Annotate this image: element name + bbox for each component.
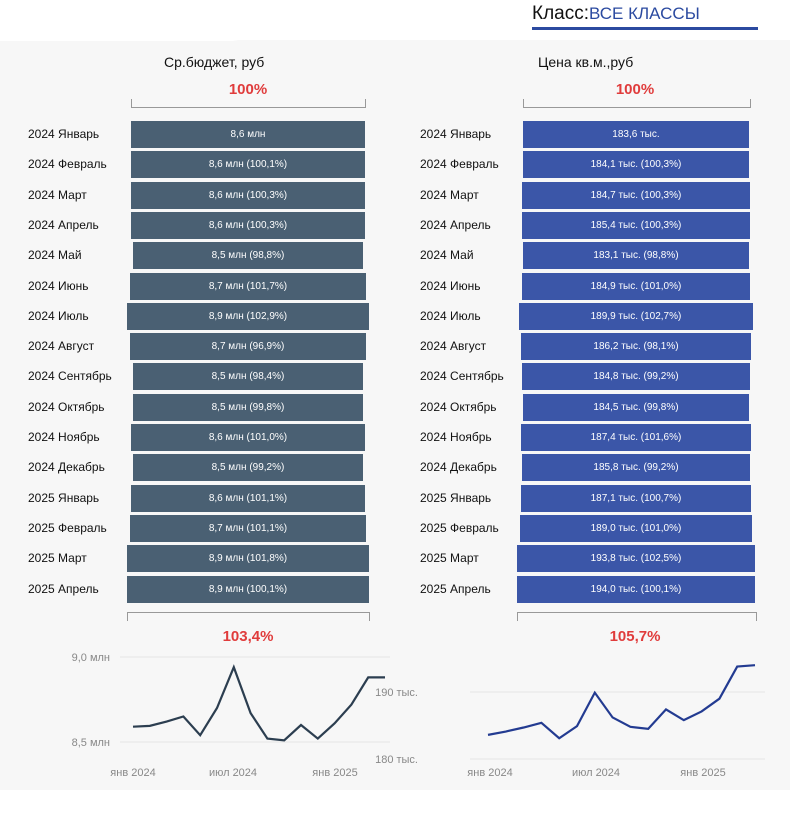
budget-title: Ср.бюджет, руб xyxy=(164,54,265,70)
price-bar[interactable]: 186,2 тыс. (98,1%) xyxy=(521,333,751,361)
price-category-label: 2025 Апрель xyxy=(420,581,491,596)
budget-category-label: 2024 Январь xyxy=(28,127,100,141)
budget-category-label: 2025 Февраль xyxy=(28,520,107,535)
budget-category-label: 2024 Июнь xyxy=(28,278,89,293)
price-category-label: 2024 Декабрь xyxy=(420,460,497,475)
price-category-label: 2024 Март xyxy=(420,187,479,202)
budget-bar[interactable]: 8,5 млн (98,4%) xyxy=(132,363,364,391)
budget-bar[interactable]: 8,5 млн (99,8%) xyxy=(132,393,364,421)
budget-xtick-label: янв 2025 xyxy=(312,767,357,779)
budget-category-label: 2025 Апрель xyxy=(28,581,99,596)
price-xtick-label: янв 2025 xyxy=(680,767,725,779)
budget-bar[interactable]: 8,6 млн (101,0%) xyxy=(131,424,365,451)
class-filter[interactable]: Класс:ВСЕ КЛАССЫ xyxy=(532,3,758,30)
price-category-label: 2024 Апрель xyxy=(420,217,491,232)
header-blank xyxy=(0,5,250,41)
budget-category-label: 2024 Октябрь xyxy=(28,399,105,414)
budget-bar[interactable]: 8,6 млн (101,1%) xyxy=(131,484,365,512)
budget-xtick-label: июл 2024 xyxy=(209,767,257,779)
price-category-label: 2024 Ноябрь xyxy=(420,430,492,444)
price-category-label: 2024 Август xyxy=(420,339,487,354)
budget-category-label: 2024 Декабрь xyxy=(28,460,105,475)
price-bar[interactable]: 184,5 тыс. (99,8%) xyxy=(522,393,750,421)
price-category-label: 2025 Март xyxy=(420,551,479,566)
price-bottom-bracket xyxy=(517,612,757,621)
price-bar[interactable]: 187,4 тыс. (101,6%) xyxy=(520,424,752,451)
budget-bar[interactable]: 8,7 млн (101,1%) xyxy=(130,514,366,542)
budget-category-label: 2024 Июль xyxy=(28,308,89,323)
budget-category-label: 2024 Ноябрь xyxy=(28,430,100,444)
price-category-label: 2024 Январь xyxy=(420,127,492,141)
price-ytick-label: 190 тыс. xyxy=(375,687,418,699)
class-label: Класс: xyxy=(532,3,589,24)
budget-bar[interactable]: 8,7 млн (101,7%) xyxy=(130,272,366,300)
budget-category-label: 2024 Март xyxy=(28,187,87,202)
budget-bar[interactable]: 8,6 млн (100,3%) xyxy=(131,211,365,239)
budget-category-label: 2024 Август xyxy=(28,339,95,354)
price-top-bracket xyxy=(523,99,751,108)
price-bar[interactable]: 184,1 тыс. (100,3%) xyxy=(522,151,750,179)
budget-xtick-label: янв 2024 xyxy=(110,767,155,779)
budget-top-bracket xyxy=(131,99,366,108)
budget-category-label: 2024 Апрель xyxy=(28,217,99,232)
budget-bottom-bracket xyxy=(127,612,370,621)
price-bar[interactable]: 189,0 тыс. (101,0%) xyxy=(519,514,753,542)
price-bottom-pct: 105,7% xyxy=(609,628,661,645)
price-bar[interactable]: 193,8 тыс. (102,5%) xyxy=(516,545,756,573)
budget-ytick-label: 8,5 млн xyxy=(72,737,110,749)
price-bar[interactable]: 184,9 тыс. (101,0%) xyxy=(522,272,750,300)
budget-category-label: 2025 Март xyxy=(28,551,87,566)
price-title: Цена кв.м.,руб xyxy=(538,54,634,70)
price-category-label: 2025 Январь xyxy=(420,490,492,505)
budget-category-label: 2025 Январь xyxy=(28,490,100,505)
budget-bar[interactable]: 8,7 млн (96,9%) xyxy=(130,333,366,361)
budget-bar[interactable]: 8,5 млн (98,8%) xyxy=(132,242,364,270)
price-bar[interactable]: 183,6 тыс. xyxy=(523,121,749,148)
price-bar[interactable]: 185,8 тыс. (99,2%) xyxy=(521,454,751,482)
budget-category-label: 2024 Май xyxy=(28,248,82,263)
price-bar[interactable]: 194,0 тыс. (100,1%) xyxy=(516,575,756,603)
budget-series-line xyxy=(132,664,385,742)
price-category-label: 2024 Май xyxy=(420,248,474,263)
budget-category-label: 2024 Февраль xyxy=(28,157,107,172)
budget-ytick-label: 9,0 млн xyxy=(72,652,110,664)
price-bar[interactable]: 185,4 тыс. (100,3%) xyxy=(521,211,750,239)
price-xtick-label: июл 2024 xyxy=(572,767,620,779)
budget-bar[interactable]: 8,6 млн xyxy=(131,121,365,148)
budget-category-label: 2024 Сентябрь xyxy=(28,369,112,384)
price-bar[interactable]: 189,9 тыс. (102,7%) xyxy=(519,302,753,330)
price-bar[interactable]: 184,7 тыс. (100,3%) xyxy=(522,181,750,209)
price-category-label: 2025 Февраль xyxy=(420,520,499,535)
price-xtick-label: янв 2024 xyxy=(467,767,512,779)
budget-bar[interactable]: 8,5 млн (99,2%) xyxy=(132,454,364,482)
price-ytick-label: 180 тыс. xyxy=(375,754,418,766)
price-bar[interactable]: 187,1 тыс. (100,7%) xyxy=(520,484,752,512)
budget-bar[interactable]: 8,6 млн (100,3%) xyxy=(131,181,365,209)
budget-bar[interactable]: 8,6 млн (100,1%) xyxy=(131,151,365,179)
budget-bar[interactable]: 8,9 млн (102,9%) xyxy=(127,302,369,330)
budget-bar[interactable]: 8,9 млн (101,8%) xyxy=(127,545,369,573)
price-category-label: 2024 Октябрь xyxy=(420,399,497,414)
price-series-line xyxy=(487,664,756,740)
budget-bottom-pct: 103,4% xyxy=(222,628,274,645)
class-value: ВСЕ КЛАССЫ xyxy=(589,4,700,23)
price-bar[interactable]: 184,8 тыс. (99,2%) xyxy=(522,363,750,391)
price-category-label: 2024 Февраль xyxy=(420,157,499,172)
price-top-pct: 100% xyxy=(615,81,655,98)
price-category-label: 2024 Сентябрь xyxy=(420,369,504,384)
price-category-label: 2024 Июль xyxy=(420,308,481,323)
budget-top-pct: 100% xyxy=(228,81,268,98)
price-category-label: 2024 Июнь xyxy=(420,278,481,293)
budget-bar[interactable]: 8,9 млн (100,1%) xyxy=(127,575,369,603)
price-bar[interactable]: 183,1 тыс. (98,8%) xyxy=(523,242,749,270)
